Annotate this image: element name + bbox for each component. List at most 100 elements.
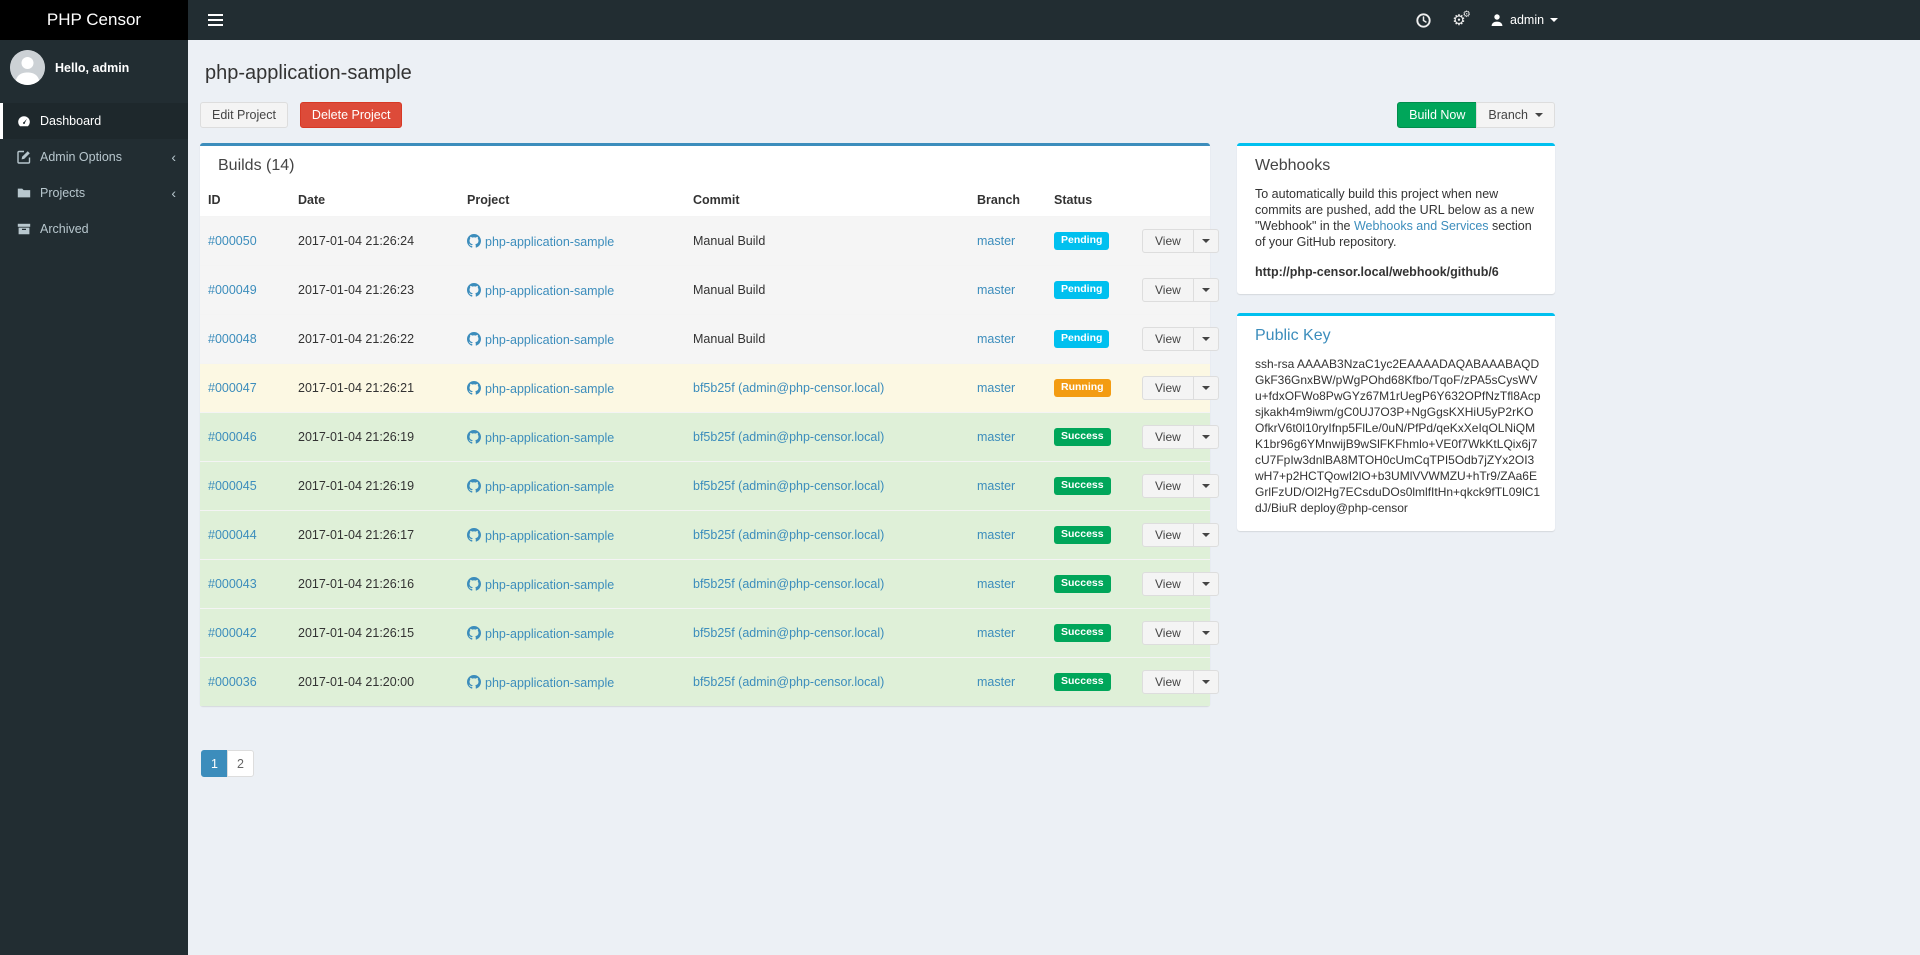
branch-dropdown-button[interactable]: Branch (1476, 102, 1555, 128)
view-button[interactable]: View (1142, 278, 1194, 302)
branch-link[interactable]: master (977, 577, 1016, 591)
sidebar-item-archived[interactable]: Archived (0, 211, 188, 247)
commit-link[interactable]: bf5b25f (admin@php-censor.local) (693, 381, 885, 395)
branch-dropdown-label: Branch (1488, 108, 1528, 122)
status-badge: Pending (1054, 330, 1110, 348)
view-button[interactable]: View (1142, 229, 1194, 253)
view-button-group: View (1142, 425, 1219, 449)
build-date: 2017-01-04 21:26:16 (298, 577, 415, 591)
view-button[interactable]: View (1142, 376, 1194, 400)
commit-link[interactable]: bf5b25f (admin@php-censor.local) (693, 675, 885, 689)
branch-link[interactable]: master (977, 479, 1016, 493)
page-button-1[interactable]: 1 (201, 750, 228, 777)
status-badge: Success (1054, 428, 1111, 446)
caret-down-icon (1201, 680, 1210, 684)
project-link[interactable]: php-application-sample (467, 331, 614, 347)
view-button[interactable]: View (1142, 425, 1194, 449)
project-link[interactable]: php-application-sample (467, 625, 614, 641)
build-id-link[interactable]: #000046 (208, 430, 257, 444)
build-id-link[interactable]: #000044 (208, 528, 257, 542)
branch-link[interactable]: master (977, 381, 1016, 395)
build-now-button[interactable]: Build Now (1397, 102, 1478, 128)
view-button[interactable]: View (1142, 621, 1194, 645)
commit-link[interactable]: bf5b25f (admin@php-censor.local) (693, 479, 885, 493)
build-history-button[interactable] (1410, 0, 1436, 40)
project-link[interactable]: php-application-sample (467, 527, 614, 543)
delete-project-button[interactable]: Delete Project (299, 102, 403, 128)
branch-link[interactable]: master (977, 430, 1016, 444)
column-header-id: ID (200, 184, 290, 217)
view-dropdown-button[interactable] (1192, 621, 1219, 645)
build-id-link[interactable]: #000036 (208, 675, 257, 689)
branch-link[interactable]: master (977, 283, 1016, 297)
edit-project-button[interactable]: Edit Project (200, 102, 288, 128)
project-link[interactable]: php-application-sample (467, 478, 614, 494)
view-dropdown-button[interactable] (1192, 278, 1219, 302)
branch-link[interactable]: master (977, 332, 1016, 346)
commit-link[interactable]: bf5b25f (admin@php-censor.local) (693, 577, 885, 591)
view-dropdown-button[interactable] (1192, 376, 1219, 400)
public-key-panel-title: Public Key (1255, 327, 1331, 344)
webhooks-services-link[interactable]: Webhooks and Services (1353, 219, 1489, 233)
view-button[interactable]: View (1142, 572, 1194, 596)
build-id-link[interactable]: #000045 (208, 479, 257, 493)
page-button-2[interactable]: 2 (227, 750, 254, 777)
project-link[interactable]: php-application-sample (467, 233, 614, 249)
sidebar-item-dashboard[interactable]: Dashboard (0, 103, 188, 139)
build-id-link[interactable]: #000043 (208, 577, 257, 591)
view-dropdown-button[interactable] (1192, 425, 1219, 449)
view-dropdown-button[interactable] (1192, 670, 1219, 694)
avatar (10, 50, 45, 85)
sidebar-user-panel: Hello, admin (0, 40, 188, 99)
commit-link[interactable]: bf5b25f (admin@php-censor.local) (693, 528, 885, 542)
project-link[interactable]: php-application-sample (467, 282, 614, 298)
view-dropdown-button[interactable] (1192, 327, 1219, 351)
build-id-link[interactable]: #000042 (208, 626, 257, 640)
view-dropdown-button[interactable] (1192, 474, 1219, 498)
build-id-link[interactable]: #000050 (208, 234, 257, 248)
view-button-group: View (1142, 278, 1219, 302)
view-button-group: View (1142, 572, 1219, 596)
view-button[interactable]: View (1142, 327, 1194, 351)
table-row: #000048 2017-01-04 21:26:22 php-applicatio… (200, 314, 1219, 364)
settings-button[interactable]: ⚙ ⚙ (1446, 0, 1472, 40)
column-header-branch: Branch (969, 184, 1046, 217)
build-id-link[interactable]: #000047 (208, 381, 257, 395)
webhooks-description: To automatically build this project when… (1255, 186, 1541, 250)
public-key-panel: Public Key ssh-rsa AAAAB3NzaC1yc2EAAAADA… (1237, 313, 1555, 531)
build-date: 2017-01-04 21:26:15 (298, 626, 415, 640)
webhooks-panel: Webhooks To automatically build this pro… (1237, 143, 1555, 294)
build-id-link[interactable]: #000048 (208, 332, 257, 346)
view-dropdown-button[interactable] (1192, 572, 1219, 596)
branch-link[interactable]: master (977, 528, 1016, 542)
project-link[interactable]: php-application-sample (467, 380, 614, 396)
content: php-application-sample Edit Project Dele… (188, 40, 1920, 955)
project-link[interactable]: php-application-sample (467, 674, 614, 690)
caret-down-icon (1201, 435, 1210, 439)
project-link[interactable]: php-application-sample (467, 576, 614, 592)
sidebar-item-label: Archived (40, 222, 89, 236)
project-link[interactable]: php-application-sample (467, 429, 614, 445)
commit-link[interactable]: bf5b25f (admin@php-censor.local) (693, 626, 885, 640)
branch-link[interactable]: master (977, 675, 1016, 689)
view-button[interactable]: View (1142, 670, 1194, 694)
build-id-link[interactable]: #000049 (208, 283, 257, 297)
sidebar-item-label: Projects (40, 186, 86, 200)
sidebar-toggle-button[interactable] (198, 0, 232, 40)
branch-link[interactable]: master (977, 626, 1016, 640)
sidebar-item-label: Admin Options (40, 150, 122, 164)
user-menu[interactable]: admin (1482, 0, 1566, 40)
app-logo[interactable]: PHP Censor (0, 0, 188, 40)
view-dropdown-button[interactable] (1192, 229, 1219, 253)
view-button[interactable]: View (1142, 474, 1194, 498)
build-date: 2017-01-04 21:20:00 (298, 675, 415, 689)
commit-link[interactable]: bf5b25f (admin@php-censor.local) (693, 430, 885, 444)
view-button[interactable]: View (1142, 523, 1194, 547)
table-row: #000047 2017-01-04 21:26:21 php-applicatio… (200, 363, 1219, 413)
branch-link[interactable]: master (977, 234, 1016, 248)
sidebar-item-projects[interactable]: Projects ‹ (0, 175, 188, 211)
view-dropdown-button[interactable] (1192, 523, 1219, 547)
caret-down-icon (1201, 631, 1210, 635)
view-button-group: View (1142, 474, 1219, 498)
sidebar-item-admin-options[interactable]: Admin Options ‹ (0, 139, 188, 175)
